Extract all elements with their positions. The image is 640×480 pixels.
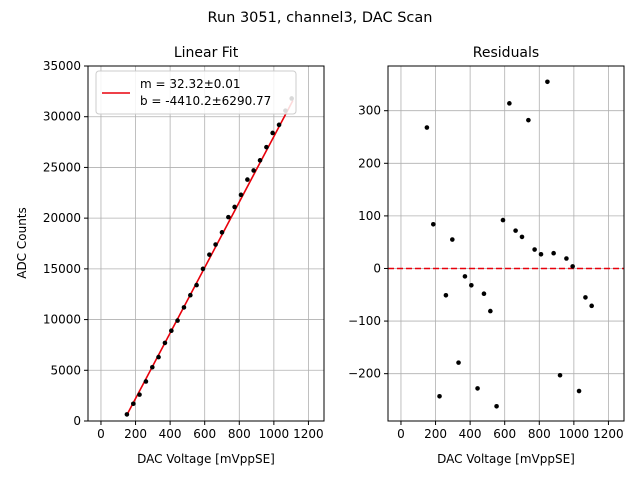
residuals-xtick-label: 800 xyxy=(528,427,551,441)
legend: m = 32.32±0.01 b = -4410.2±6290.77 xyxy=(95,70,297,115)
residuals-data-point xyxy=(437,393,442,399)
residuals-title: Residuals xyxy=(473,45,539,61)
residuals-xtick-label: 400 xyxy=(459,427,482,441)
residuals-data-point xyxy=(551,250,556,256)
linear-fit-xtick-label: 200 xyxy=(124,427,147,441)
linear-fit-ytick-label: 0 xyxy=(73,414,81,428)
figure-suptitle: Run 3051, channel3, DAC Scan xyxy=(208,10,433,26)
linear-fit-xtick-label: 400 xyxy=(159,427,182,441)
residuals-data-point xyxy=(513,228,518,233)
residuals-xtick-label: 1200 xyxy=(593,427,624,441)
residuals-data-point xyxy=(430,222,436,227)
linear-fit-data-point xyxy=(124,412,130,417)
residuals-data-point xyxy=(557,372,563,378)
residuals-data-point xyxy=(570,264,575,269)
linear-fit-data-point xyxy=(270,130,275,136)
residuals-data-point xyxy=(576,388,582,394)
linear-fit-data-point xyxy=(251,168,256,173)
residuals-data-point xyxy=(526,117,531,123)
linear-fit-data-point xyxy=(207,252,212,257)
linear-fit-data-point xyxy=(162,340,168,346)
linear-fit-axes: Linear Fit DAC Voltage [mVppSE] ADC Coun… xyxy=(15,45,325,466)
residuals-data-point xyxy=(532,247,537,252)
linear-fit-data-point xyxy=(130,401,136,407)
linear-fit-ytick-label: 5000 xyxy=(50,363,81,377)
linear-fit-data-point xyxy=(276,122,282,128)
residuals-data-point xyxy=(538,251,544,257)
linear-fit-data-point xyxy=(188,292,193,298)
linear-fit-axes-frame xyxy=(87,65,325,422)
linear-fit-data-point xyxy=(245,177,250,182)
residuals-xtick-label: 200 xyxy=(424,427,447,441)
linear-fit-xtick-label: 600 xyxy=(193,427,216,441)
linear-fit-data-point xyxy=(175,318,180,323)
linear-fit-data-point xyxy=(257,158,263,163)
residuals-data-point xyxy=(424,125,430,130)
linear-fit-xtick-label: 0 xyxy=(97,427,105,441)
linear-fit-data-point xyxy=(200,266,206,272)
linear-fit-data-point xyxy=(156,354,161,360)
residuals-data-point xyxy=(450,237,455,242)
linear-fit-data-point xyxy=(181,305,187,310)
residuals-data-point xyxy=(481,291,487,297)
linear-fit-data-point xyxy=(137,392,142,397)
residuals-ytick-label: −200 xyxy=(348,367,381,381)
linear-fit-title: Linear Fit xyxy=(174,45,239,61)
linear-fit-fit-line xyxy=(126,100,294,416)
residuals-data-point xyxy=(564,256,569,261)
residuals-data-point xyxy=(494,403,499,409)
residuals-ytick-label: −100 xyxy=(348,314,381,328)
residuals-data-point xyxy=(488,308,493,314)
linear-fit-data-point xyxy=(219,230,225,235)
residuals-ytick-label: 100 xyxy=(358,209,381,223)
linear-fit-data-point xyxy=(213,242,218,247)
residuals-ytick-label: 300 xyxy=(358,104,381,118)
linear-fit-xtick-label: 1200 xyxy=(293,427,324,441)
linear-fit-ytick-label: 35000 xyxy=(43,59,81,73)
linear-fit-ytick-label: 25000 xyxy=(43,160,81,174)
residuals-ytick-label: 0 xyxy=(373,261,381,275)
residuals-data-point xyxy=(583,295,588,300)
residuals-data-point xyxy=(443,293,449,298)
linear-fit-data-point xyxy=(232,204,237,210)
residuals-axes: Residuals DAC Voltage [mVppSE] 0 200 400 60… xyxy=(348,45,625,466)
linear-fit-ytick-label: 20000 xyxy=(43,211,81,225)
residuals-xtick-label: 1000 xyxy=(559,427,590,441)
residuals-data-point xyxy=(469,283,474,288)
linear-fit-data-point xyxy=(264,144,269,150)
residuals-axes-frame xyxy=(387,65,625,422)
residuals-data-point xyxy=(475,386,480,391)
legend-entry: b = -4410.2±6290.77 xyxy=(140,94,271,108)
residuals-data-point xyxy=(500,217,506,223)
residuals-xlabel: DAC Voltage [mVppSE] xyxy=(437,452,575,466)
linear-fit-xtick-label: 1000 xyxy=(259,427,290,441)
legend-entry: m = 32.32±0.01 xyxy=(140,77,241,91)
linear-fit-xtick-label: 800 xyxy=(228,427,251,441)
residuals-xtick-label: 600 xyxy=(493,427,516,441)
linear-fit-data-point xyxy=(143,379,149,384)
linear-fit-data-point xyxy=(150,364,155,370)
linear-fit-ylabel: ADC Counts xyxy=(15,207,29,279)
linear-fit-data-point xyxy=(238,192,244,198)
residuals-data-point xyxy=(589,303,594,309)
linear-fit-ytick-label: 30000 xyxy=(43,110,81,124)
residuals-data-point xyxy=(545,79,550,85)
linear-fit-data-point xyxy=(194,282,199,288)
legend-box xyxy=(95,70,297,115)
residuals-data-point xyxy=(462,274,468,279)
residuals-data-point xyxy=(456,360,461,365)
residuals-xtick-label: 0 xyxy=(397,427,405,441)
linear-fit-ytick-label: 15000 xyxy=(43,262,81,276)
linear-fit-xlabel: DAC Voltage [mVppSE] xyxy=(137,452,275,466)
residuals-data-point xyxy=(519,234,525,240)
linear-fit-ytick-label: 10000 xyxy=(43,313,81,327)
linear-fit-data-point xyxy=(169,328,174,334)
residuals-ytick-label: 200 xyxy=(358,156,381,170)
linear-fit-data-point xyxy=(226,214,231,220)
residuals-data-point xyxy=(507,101,512,106)
